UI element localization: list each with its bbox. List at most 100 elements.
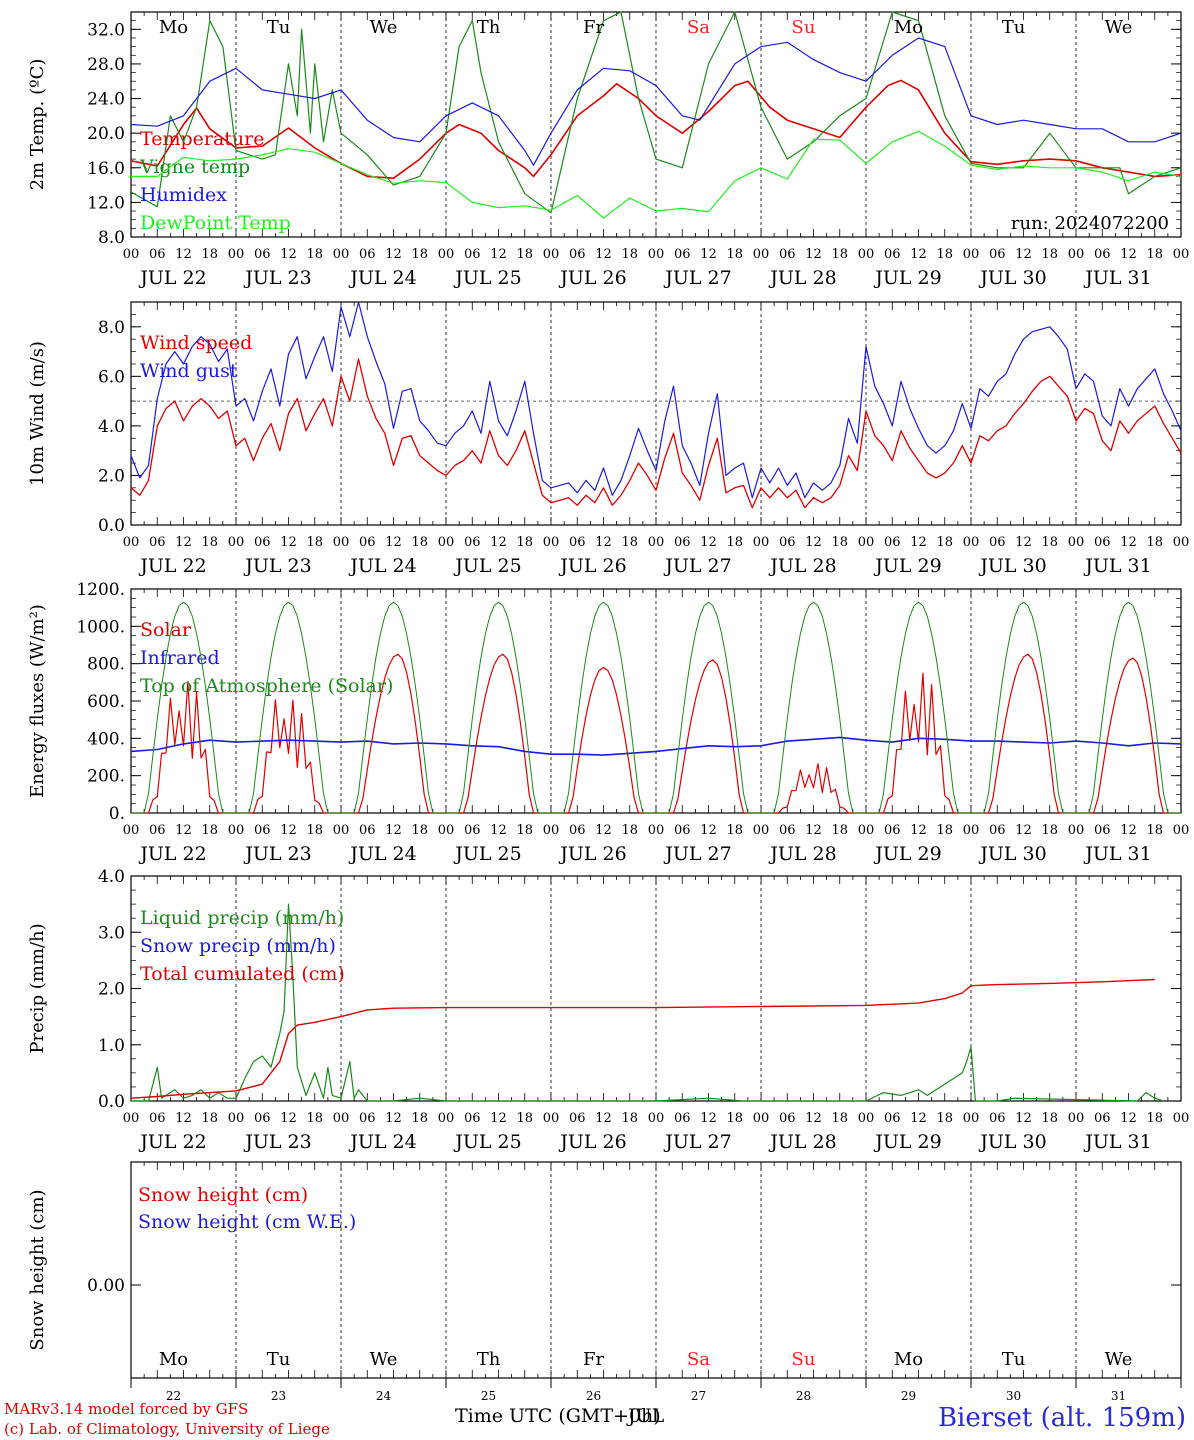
hour-tick-label: 18: [726, 1111, 743, 1126]
hour-tick-label: 12: [1015, 823, 1032, 838]
hour-tick-label: 12: [700, 823, 717, 838]
y-tick-label: 4.0: [98, 867, 125, 887]
model-credit: MARv3.14 model forced by GFS: [4, 1400, 249, 1418]
date-label: JUL 26: [558, 843, 626, 865]
hour-tick-label: 12: [385, 535, 402, 550]
hour-tick-label: 18: [516, 535, 533, 550]
weekday-label: Th: [477, 1349, 501, 1370]
hour-tick-label: 12: [700, 1111, 717, 1126]
hour-tick-label: 18: [621, 535, 638, 550]
hour-tick-label: 06: [989, 1111, 1006, 1126]
legend-entry: Humidex: [140, 184, 227, 206]
hour-tick-label: 18: [1041, 823, 1058, 838]
hour-tick-label: 00: [1173, 247, 1190, 262]
y-axis-label: Snow height (cm): [27, 1189, 48, 1350]
date-label: JUL 30: [978, 267, 1046, 289]
hour-tick-label: 18: [1146, 535, 1163, 550]
weekday-label: We: [1105, 1349, 1133, 1370]
day-number-label: 31: [1111, 1389, 1126, 1403]
y-tick-label: 1000.: [76, 617, 125, 637]
hour-tick-label: 00: [963, 247, 980, 262]
date-label: JUL 31: [1083, 267, 1151, 289]
hour-tick-label: 18: [936, 535, 953, 550]
hour-tick-label: 12: [1015, 247, 1032, 262]
date-label: JUL 25: [453, 555, 521, 577]
hour-tick-label: 00: [543, 823, 560, 838]
date-label: JUL 30: [978, 555, 1046, 577]
hour-tick-label: 06: [569, 823, 586, 838]
y-tick-label: 0.0: [98, 516, 125, 536]
hour-tick-label: 00: [858, 823, 875, 838]
date-label: JUL 29: [873, 1131, 941, 1153]
hour-tick-label: 18: [726, 823, 743, 838]
hour-tick-label: 00: [438, 1111, 455, 1126]
date-label: JUL 26: [558, 1131, 626, 1153]
hour-tick-label: 18: [306, 1111, 323, 1126]
hour-tick-label: 06: [254, 1111, 271, 1126]
hour-tick-label: 18: [201, 247, 218, 262]
station-label: Bierset (alt. 159m): [937, 1403, 1186, 1433]
hour-tick-label: 18: [516, 1111, 533, 1126]
hour-tick-label: 12: [1015, 1111, 1032, 1126]
hour-tick-label: 06: [464, 1111, 481, 1126]
series-line-total-cumulated-cm-: [130, 978, 1155, 1099]
time-axis-overprint: JUL: [628, 1405, 665, 1427]
hour-tick-label: 00: [123, 823, 140, 838]
hour-tick-label: 12: [595, 823, 612, 838]
hour-tick-label: 06: [779, 823, 796, 838]
day-number-label: 24: [376, 1389, 392, 1403]
hour-tick-label: 18: [201, 823, 218, 838]
legend-entry: Vigne temp: [139, 156, 250, 178]
hour-tick-label: 00: [438, 823, 455, 838]
hour-tick-label: 06: [149, 823, 166, 838]
hour-tick-label: 18: [1041, 1111, 1058, 1126]
hour-tick-label: 06: [779, 1111, 796, 1126]
hour-tick-label: 00: [333, 535, 350, 550]
hour-tick-label: 06: [989, 823, 1006, 838]
hour-tick-label: 00: [228, 535, 245, 550]
date-label: JUL 27: [663, 555, 731, 577]
hour-tick-label: 12: [805, 247, 822, 262]
hour-tick-label: 00: [123, 247, 140, 262]
date-label: JUL 27: [663, 843, 731, 865]
day-number-label: 26: [586, 1389, 601, 1403]
hour-tick-label: 00: [753, 247, 770, 262]
date-label: JUL 31: [1083, 555, 1151, 577]
hour-tick-label: 06: [254, 823, 271, 838]
day-number-label: 25: [481, 1389, 496, 1403]
hour-tick-label: 12: [175, 247, 192, 262]
hour-tick-label: 00: [228, 1111, 245, 1126]
hour-tick-label: 12: [910, 1111, 927, 1126]
hour-tick-label: 12: [385, 823, 402, 838]
weekday-label: We: [370, 17, 398, 38]
date-label: JUL 22: [138, 1131, 206, 1153]
hour-tick-label: 06: [464, 247, 481, 262]
y-tick-label: 6.0: [98, 367, 125, 387]
hour-tick-label: 06: [779, 247, 796, 262]
hour-tick-label: 12: [1120, 535, 1137, 550]
date-label: JUL 28: [768, 267, 836, 289]
panel-frame: [130, 11, 1182, 238]
hour-tick-label: 18: [411, 247, 428, 262]
y-tick-label: 8.0: [98, 228, 125, 248]
hour-tick-label: 18: [1146, 1111, 1163, 1126]
hour-tick-label: 18: [306, 247, 323, 262]
weekday-label: Mo: [159, 17, 188, 38]
hour-tick-label: 06: [989, 535, 1006, 550]
hour-tick-label: 06: [674, 247, 691, 262]
hour-tick-label: 00: [963, 1111, 980, 1126]
y-axis-label: 10m Wind (m/s): [27, 341, 48, 486]
hour-tick-label: 06: [149, 247, 166, 262]
weekday-label: Fr: [583, 1349, 604, 1370]
date-label: JUL 30: [978, 1131, 1046, 1153]
weekday-label: Mo: [159, 1349, 188, 1370]
hour-tick-label: 06: [989, 247, 1006, 262]
hour-tick-label: 00: [543, 1111, 560, 1126]
date-label: JUL 28: [768, 843, 836, 865]
hour-tick-label: 18: [831, 1111, 848, 1126]
date-label: JUL 24: [348, 555, 416, 577]
legend-entry: Liquid precip (mm/h): [140, 907, 344, 929]
weekday-label: Sa: [687, 1349, 710, 1370]
date-label: JUL 26: [558, 267, 626, 289]
date-label: JUL 29: [873, 843, 941, 865]
